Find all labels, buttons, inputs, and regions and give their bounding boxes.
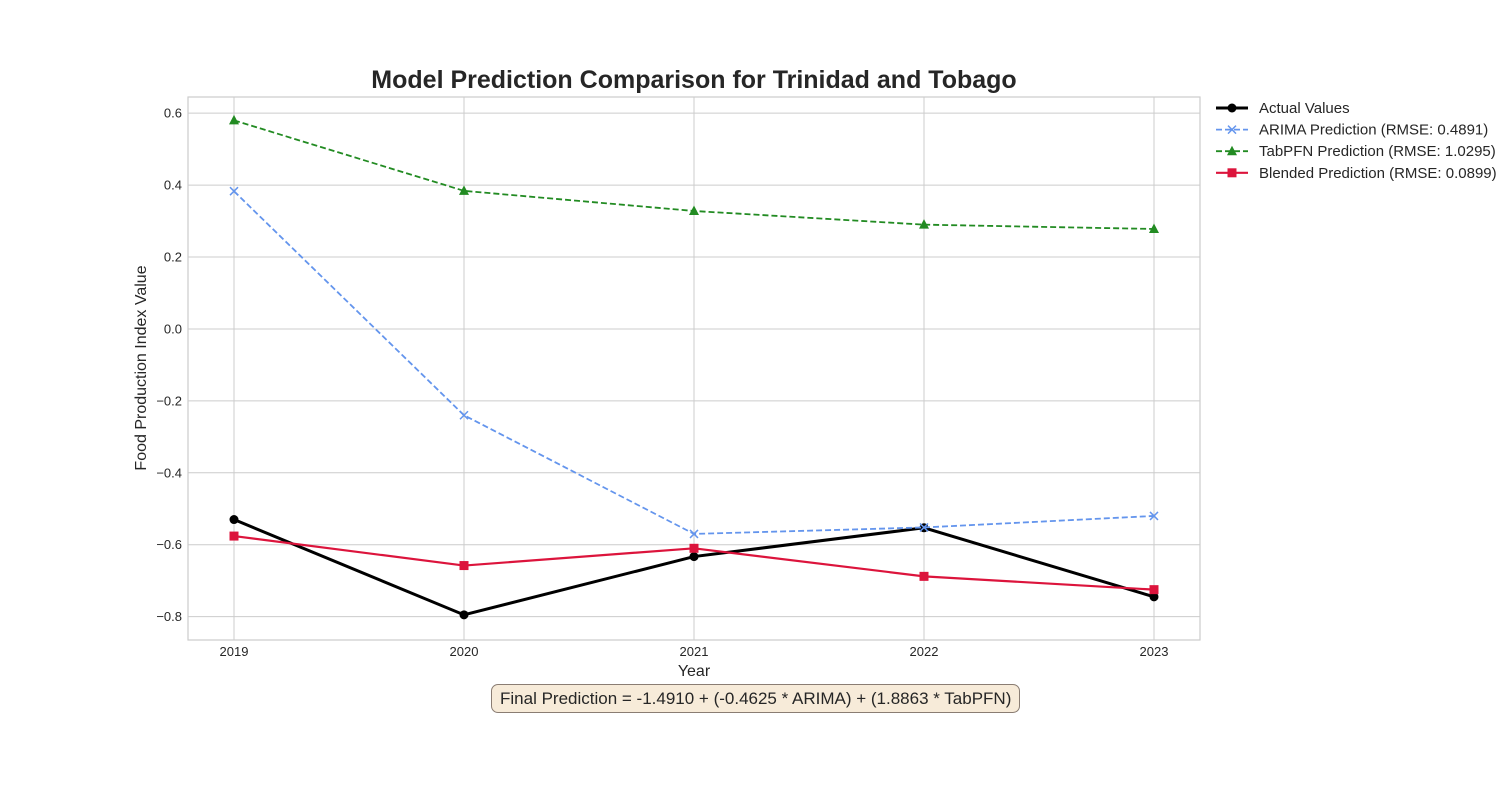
data-point xyxy=(229,114,239,125)
grid xyxy=(188,97,1200,640)
x-tick-label: 2019 xyxy=(220,644,249,659)
data-point xyxy=(919,219,929,229)
data-point xyxy=(919,522,929,532)
x-axis-ticks: 2019 2020 2021 2022 2023 xyxy=(220,644,1169,659)
data-point xyxy=(689,552,699,562)
legend-marker xyxy=(1227,145,1237,156)
data-point xyxy=(1149,585,1159,595)
legend-label: ARIMA Prediction (RMSE: 0.4891) xyxy=(1259,122,1488,139)
data-point xyxy=(229,515,239,525)
data-point xyxy=(689,543,699,553)
data-point xyxy=(459,410,469,420)
legend: Actual Values ARIMA Prediction (RMSE: 0.4… xyxy=(1216,100,1497,182)
formula-annotation: Final Prediction = -1.4910 + (-0.4625 * … xyxy=(491,684,1021,713)
y-axis-label: Food Production Index Value xyxy=(133,265,150,470)
data-point xyxy=(1149,511,1159,521)
y-tick-label: 0.6 xyxy=(164,106,182,121)
legend-label: Blended Prediction (RMSE: 0.0899) xyxy=(1259,165,1497,182)
x-tick-label: 2021 xyxy=(680,644,709,659)
x-axis-label: Year xyxy=(678,663,711,680)
data-point xyxy=(689,205,699,215)
data-point xyxy=(919,571,929,581)
data-point xyxy=(689,529,699,539)
series-3 xyxy=(229,114,1159,233)
y-tick-label: 0.0 xyxy=(164,321,182,336)
x-tick-label: 2022 xyxy=(910,644,939,659)
data-point xyxy=(1149,592,1159,602)
series-layer xyxy=(229,114,1159,620)
data-point xyxy=(459,185,469,195)
y-tick-label: 0.4 xyxy=(164,178,182,193)
x-tick-label: 2020 xyxy=(450,644,479,659)
y-tick-label: −0.4 xyxy=(156,465,182,480)
legend-marker xyxy=(1227,168,1237,178)
legend-marker xyxy=(1227,125,1237,135)
legend-entry: TabPFN Prediction (RMSE: 1.0295) xyxy=(1216,143,1496,160)
series-2 xyxy=(229,186,1159,539)
legend-entry: ARIMA Prediction (RMSE: 0.4891) xyxy=(1216,122,1488,139)
legend-label: Actual Values xyxy=(1259,100,1350,117)
legend-entry: Blended Prediction (RMSE: 0.0899) xyxy=(1216,165,1497,182)
x-tick-label: 2023 xyxy=(1140,644,1169,659)
data-point xyxy=(459,610,469,620)
y-tick-label: −0.6 xyxy=(156,537,182,552)
y-tick-label: −0.2 xyxy=(156,393,182,408)
legend-marker xyxy=(1227,103,1237,113)
legend-entry: Actual Values xyxy=(1216,100,1350,117)
chart-title: Model Prediction Comparison for Trinidad… xyxy=(371,66,1016,94)
legend-label: TabPFN Prediction (RMSE: 1.0295) xyxy=(1259,143,1496,160)
y-axis-ticks: −0.8 −0.6 −0.4 −0.2 0.0 0.2 0.4 0.6 xyxy=(156,106,182,624)
data-point xyxy=(229,531,239,541)
plot-area xyxy=(187,96,1201,641)
y-tick-label: 0.2 xyxy=(164,250,182,265)
data-point xyxy=(1149,223,1159,233)
series-4 xyxy=(229,531,1159,595)
y-tick-label: −0.8 xyxy=(156,609,182,624)
data-point xyxy=(459,561,469,571)
data-point xyxy=(229,186,239,196)
